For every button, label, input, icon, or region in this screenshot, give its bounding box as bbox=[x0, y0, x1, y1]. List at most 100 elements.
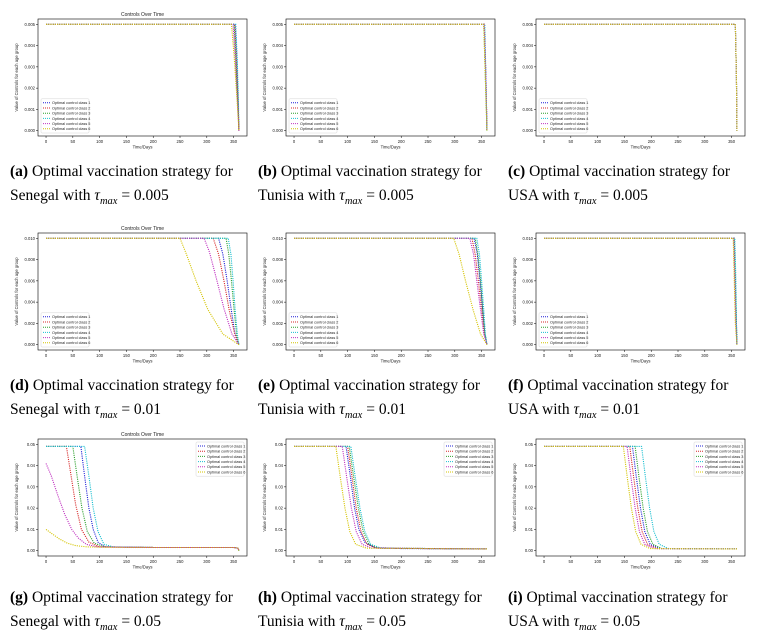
x-tick-label: 50 bbox=[568, 139, 573, 144]
caption-letter: (c) bbox=[508, 163, 526, 180]
x-tick-label: 250 bbox=[675, 139, 683, 144]
legend-entry: Optimal control class 5 bbox=[300, 336, 338, 340]
x-tick-label: 300 bbox=[203, 559, 211, 564]
caption-line-1: (e) Optimal vaccination strategy for bbox=[258, 374, 480, 398]
x-axis-label: Time/Days bbox=[631, 359, 651, 364]
legend-entry: Optimal control class 6 bbox=[550, 341, 588, 345]
y-tick-label: 0.03 bbox=[27, 484, 36, 489]
legend-box bbox=[288, 98, 338, 134]
y-tick-label: 0.001 bbox=[25, 107, 36, 112]
caption-lead: Optimal vaccination strategy for bbox=[522, 589, 728, 606]
caption-letter: (b) bbox=[258, 163, 277, 180]
caption-letter: (i) bbox=[508, 589, 523, 606]
series-line-class-2 bbox=[544, 445, 737, 550]
legend-entry: Optimal control class 3 bbox=[300, 326, 338, 330]
series-line-class-3 bbox=[544, 445, 737, 550]
chart-svg: 0 50 100 150 200 250 300 350 Time/Days 0.000 0.002… bbox=[262, 232, 496, 364]
chart-svg: 0 50 100 150 200 250 300 350 Time/Days 0.000 0.002… bbox=[512, 232, 746, 364]
x-tick-label: 150 bbox=[371, 353, 379, 358]
tau-symbol: τ bbox=[339, 613, 345, 630]
x-tick-label: 50 bbox=[318, 139, 323, 144]
x-tick-label: 50 bbox=[70, 139, 75, 144]
caption-letter: (h) bbox=[258, 589, 277, 606]
x-axis-label: Time/Days bbox=[381, 359, 401, 364]
legend-entry: Optimal control class 4 bbox=[550, 117, 588, 121]
y-tick-label: 0.003 bbox=[273, 64, 284, 69]
series-line-class-4 bbox=[294, 237, 488, 345]
subfigure-caption: (a) Optimal vaccination strategy for Sene… bbox=[10, 160, 233, 214]
legend-entry: Optimal control class 2 bbox=[705, 450, 743, 454]
x-tick-label: 300 bbox=[203, 353, 211, 358]
y-tick-label: 0.005 bbox=[273, 22, 284, 27]
legend-entry: Optimal control class 6 bbox=[300, 341, 338, 345]
legend-entry: Optimal control class 1 bbox=[300, 101, 338, 105]
x-tick-label: 350 bbox=[728, 559, 736, 564]
x-tick-label: 100 bbox=[594, 139, 602, 144]
series-line-class-6 bbox=[46, 23, 240, 131]
caption-country: Senegal with bbox=[10, 613, 95, 630]
caption-lead: Optimal vaccination strategy for bbox=[525, 163, 731, 180]
legend-entry: Optimal control class 3 bbox=[455, 455, 493, 459]
x-tick-label: 200 bbox=[150, 139, 158, 144]
y-tick-label: 0.010 bbox=[523, 236, 534, 241]
chart-panel-5: 0 50 100 150 200 250 300 350 Time/Days 0.000 0.002… bbox=[258, 222, 501, 372]
y-tick-label: 0.02 bbox=[275, 506, 284, 511]
legend-entry: Optimal control class 4 bbox=[52, 331, 90, 335]
tau-symbol: τ bbox=[339, 187, 345, 204]
y-tick-label: 0.002 bbox=[523, 86, 534, 91]
caption-letter: (f) bbox=[508, 377, 524, 394]
x-tick-label: 200 bbox=[648, 139, 656, 144]
series-line-class-5 bbox=[294, 445, 487, 550]
legend-entry: Optimal control class 2 bbox=[455, 450, 493, 454]
y-tick-label: 0.03 bbox=[525, 484, 534, 489]
legend-box bbox=[40, 312, 90, 348]
plot-frame bbox=[37, 232, 248, 351]
tau-subscript: max bbox=[344, 622, 363, 634]
x-tick-label: 0 bbox=[543, 559, 546, 564]
legend-entry: Optimal control class 5 bbox=[550, 122, 588, 126]
chart-svg: Controls Over Time 0 50 100 150 200 250 300 350 T… bbox=[14, 432, 248, 570]
subfigure-caption: (f) Optimal vaccination strategy for USA … bbox=[508, 374, 728, 428]
legend-entry: Optimal control class 5 bbox=[300, 122, 338, 126]
x-axis-label: Time/Days bbox=[381, 565, 401, 570]
y-tick-label: 0.004 bbox=[25, 300, 36, 305]
x-tick-label: 200 bbox=[398, 559, 406, 564]
x-tick-label: 300 bbox=[701, 353, 709, 358]
plot-frame bbox=[285, 232, 496, 351]
x-tick-label: 250 bbox=[675, 559, 683, 564]
legend-box bbox=[195, 441, 245, 477]
x-tick-label: 50 bbox=[70, 353, 75, 358]
legend-box bbox=[538, 312, 588, 348]
legend-box bbox=[288, 312, 338, 348]
x-tick-label: 50 bbox=[70, 559, 75, 564]
x-tick-label: 200 bbox=[648, 353, 656, 358]
legend-entry: Optimal control class 1 bbox=[52, 315, 90, 319]
y-axis-label: Value of Controls for each age group bbox=[512, 43, 517, 112]
caption-line-2: USA with τmax = 0.01 bbox=[508, 398, 728, 428]
y-axis-label: Value of Controls for each age group bbox=[14, 43, 19, 112]
y-tick-label: 0.002 bbox=[273, 321, 284, 326]
x-tick-label: 0 bbox=[45, 353, 48, 358]
legend-entry: Optimal control class 5 bbox=[52, 336, 90, 340]
x-tick-label: 100 bbox=[594, 559, 602, 564]
y-tick-label: 0.002 bbox=[523, 321, 534, 326]
series-line-class-3 bbox=[46, 237, 240, 345]
legend: Optimal control class 1 Optimal control c… bbox=[288, 98, 338, 134]
chart-title: Controls Over Time bbox=[121, 432, 164, 438]
x-tick-label: 0 bbox=[293, 559, 296, 564]
series-line-class-2 bbox=[294, 445, 487, 550]
x-tick-label: 150 bbox=[621, 559, 629, 564]
x-tick-label: 0 bbox=[45, 139, 48, 144]
x-tick-label: 300 bbox=[203, 139, 211, 144]
y-axis-label: Value of Controls for each age group bbox=[262, 463, 267, 532]
y-tick-label: 0.008 bbox=[523, 257, 534, 262]
x-tick-label: 250 bbox=[425, 139, 433, 144]
x-axis-label: Time/Days bbox=[631, 145, 651, 150]
y-tick-label: 0.000 bbox=[273, 342, 284, 347]
subfigure-caption: (h) Optimal vaccination strategy for Tuni… bbox=[258, 586, 482, 640]
x-tick-label: 150 bbox=[123, 559, 131, 564]
x-tick-label: 100 bbox=[594, 353, 602, 358]
x-tick-label: 200 bbox=[398, 353, 406, 358]
y-tick-label: 0.002 bbox=[25, 321, 36, 326]
